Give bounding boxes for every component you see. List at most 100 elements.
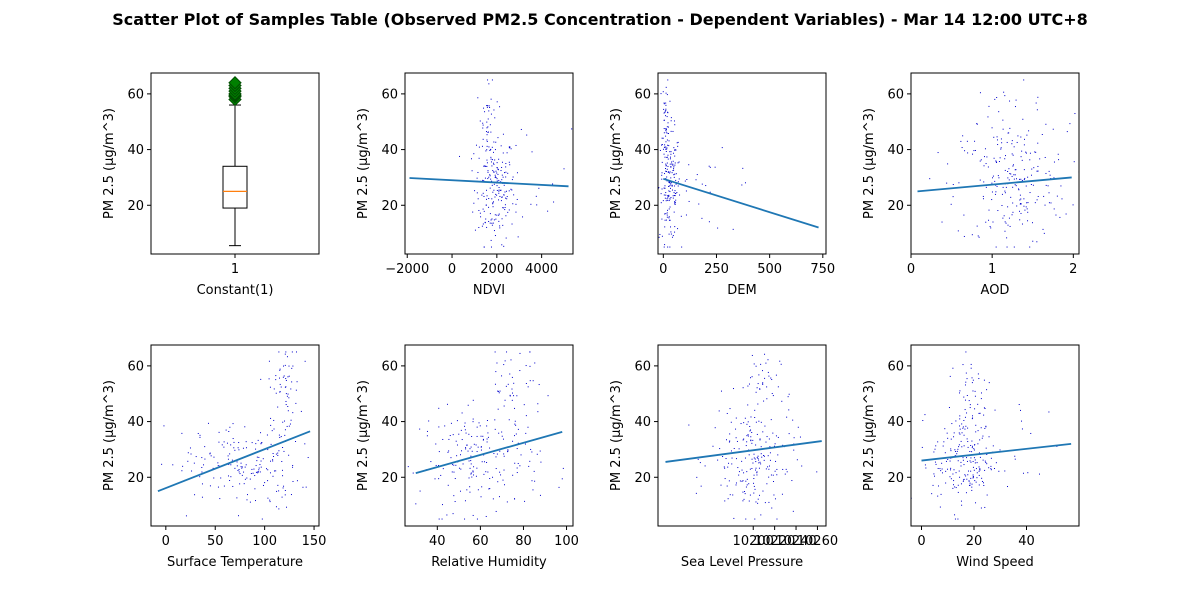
data-point: [1014, 458, 1016, 460]
data-point: [1027, 176, 1029, 178]
data-point: [935, 445, 937, 447]
data-point: [963, 445, 965, 447]
data-point: [767, 466, 769, 468]
data-point: [747, 435, 749, 437]
data-point: [1011, 214, 1013, 216]
data-point: [724, 467, 726, 469]
data-point: [257, 471, 259, 473]
data-point: [964, 416, 966, 418]
data-point: [997, 175, 999, 177]
trend-line: [415, 431, 563, 474]
data-point: [508, 161, 510, 163]
data-point: [760, 453, 762, 455]
data-point: [233, 447, 235, 449]
trend-line: [917, 176, 1072, 193]
data-point: [207, 422, 209, 424]
data-point: [968, 400, 970, 402]
data-point: [487, 79, 489, 81]
data-point: [1039, 158, 1041, 160]
data-point: [787, 396, 789, 398]
data-point: [508, 190, 510, 192]
data-point: [469, 448, 471, 450]
data-point: [228, 430, 230, 432]
data-point: [493, 183, 495, 185]
data-point: [959, 433, 961, 435]
data-point: [984, 427, 986, 429]
data-point: [735, 458, 737, 460]
data-point: [999, 449, 1001, 451]
data-point: [665, 108, 667, 110]
data-point: [674, 195, 676, 197]
data-point: [972, 153, 974, 155]
data-point: [670, 226, 672, 228]
data-point: [965, 475, 967, 477]
data-point: [1015, 185, 1017, 187]
x-tick-label: 60: [472, 534, 489, 549]
data-point: [498, 187, 500, 189]
data-point: [244, 466, 246, 468]
data-point: [495, 141, 497, 143]
data-point: [238, 442, 240, 444]
x-axis-label: AOD: [981, 283, 1010, 298]
data-point: [984, 408, 986, 410]
data-point: [726, 412, 728, 414]
data-point: [731, 457, 733, 459]
data-point: [511, 392, 513, 394]
data-point: [287, 376, 289, 378]
data-point: [231, 459, 233, 461]
data-point: [985, 425, 987, 427]
data-point: [237, 447, 239, 449]
data-point: [964, 474, 966, 476]
data-point: [667, 112, 669, 114]
data-point: [670, 231, 672, 233]
data-point: [217, 462, 219, 464]
data-point: [663, 132, 665, 134]
data-point: [768, 375, 770, 377]
data-point: [1066, 131, 1068, 133]
data-point: [1034, 202, 1036, 204]
data-point: [1058, 159, 1060, 161]
data-point: [665, 141, 667, 143]
data-point: [966, 438, 968, 440]
data-point: [1035, 102, 1037, 104]
data-point: [505, 197, 507, 199]
data-point: [945, 482, 947, 484]
data-point: [1019, 210, 1021, 212]
data-point: [675, 183, 677, 185]
data-point: [959, 418, 961, 420]
data-point: [751, 442, 753, 444]
x-tick-label: 0: [448, 262, 456, 277]
data-point: [979, 92, 981, 94]
data-point: [980, 507, 982, 509]
data-point: [764, 353, 766, 355]
data-point: [985, 426, 987, 428]
data-point: [697, 458, 699, 460]
data-point: [229, 479, 231, 481]
data-point: [491, 184, 493, 186]
data-point: [943, 441, 945, 443]
data-point: [963, 396, 965, 398]
data-point: [950, 467, 952, 469]
data-point: [531, 151, 533, 153]
data-point: [666, 116, 668, 118]
data-point: [667, 197, 669, 199]
data-point: [499, 390, 501, 392]
data-point: [968, 484, 970, 486]
data-point: [210, 455, 212, 457]
data-point: [277, 452, 279, 454]
data-point: [525, 432, 527, 434]
data-point: [776, 468, 778, 470]
data-point: [275, 453, 277, 455]
data-point: [757, 403, 759, 405]
data-point: [291, 367, 293, 369]
data-point: [950, 448, 952, 450]
data-point: [1023, 179, 1025, 181]
data-point: [744, 490, 746, 492]
data-point: [486, 141, 488, 143]
data-point: [963, 235, 965, 237]
data-point: [674, 203, 676, 205]
data-point: [487, 105, 489, 107]
data-point: [759, 494, 761, 496]
x-tick-label: 40: [1018, 534, 1035, 549]
data-point: [275, 392, 277, 394]
